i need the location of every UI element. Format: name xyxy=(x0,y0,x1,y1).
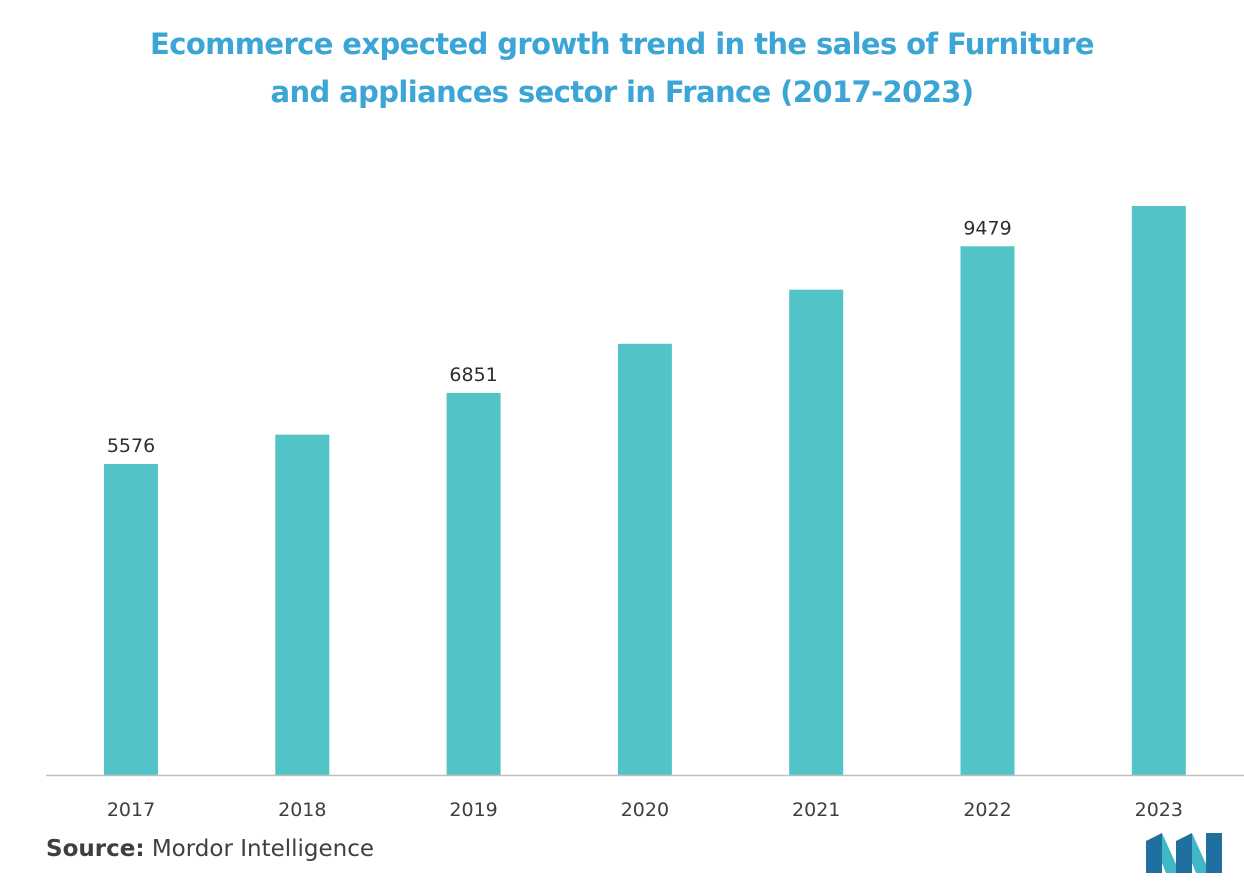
chart-title: Ecommerce expected growth trend in the s… xyxy=(0,20,1244,116)
x-tick-label-2020: 2020 xyxy=(621,799,669,821)
bar-2019 xyxy=(446,392,501,775)
data-label-2017: 5576 xyxy=(107,435,155,457)
bars-layer xyxy=(104,206,1186,776)
bar-2021 xyxy=(789,289,844,775)
x-tick-label-2021: 2021 xyxy=(792,799,840,821)
x-tick-label-2022: 2022 xyxy=(963,799,1011,821)
chart-title-line-1: Ecommerce expected growth trend in the s… xyxy=(150,27,1095,61)
chart-title-line-2: and appliances sector in France (2017-20… xyxy=(270,75,974,109)
bar-2022 xyxy=(960,246,1015,776)
source-note: Source: Mordor Intelligence xyxy=(46,836,374,862)
bar-2020 xyxy=(617,343,672,775)
data-label-2022: 9479 xyxy=(963,217,1011,239)
source-label: Source: xyxy=(46,836,145,862)
mordor-intelligence-logo-icon xyxy=(1146,833,1222,873)
data-label-2019: 6851 xyxy=(449,364,497,386)
x-tick-label-2023: 2023 xyxy=(1135,799,1183,821)
x-tick-label-2017: 2017 xyxy=(107,799,155,821)
bar-2018 xyxy=(275,434,330,775)
data-labels-layer: 5576 6851 9479 xyxy=(107,217,1012,457)
bar-2023 xyxy=(1131,206,1186,775)
x-tick-label-2018: 2018 xyxy=(278,799,326,821)
bar-2017 xyxy=(104,464,158,775)
x-tick-label-2019: 2019 xyxy=(449,799,497,821)
source-text: Mordor Intelligence xyxy=(144,836,375,862)
x-tick-labels-layer: 2017 2018 2019 2020 2021 2022 2023 xyxy=(107,799,1183,821)
